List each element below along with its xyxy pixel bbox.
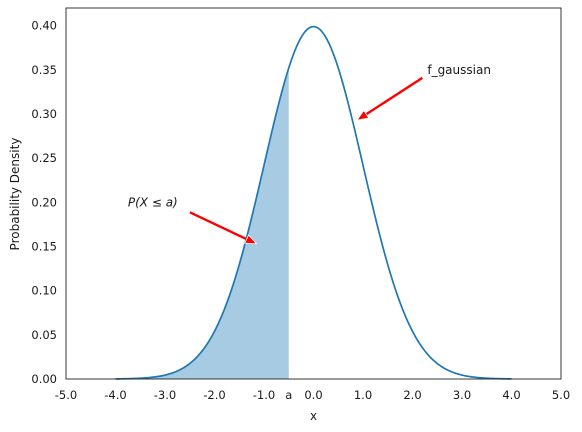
y-axis-label: Probability Density xyxy=(8,138,22,251)
x-tick-label: a xyxy=(285,388,292,402)
y-tick-label: 0.40 xyxy=(31,19,57,33)
plot-area xyxy=(65,7,562,380)
y-tick-label: 0.10 xyxy=(31,284,57,298)
x-tick-label: -3.0 xyxy=(154,388,176,402)
annotation-text: f_gaussian xyxy=(427,63,491,77)
annotation-text: P(X ≤ a) xyxy=(128,195,178,209)
x-tick-label: -1.0 xyxy=(253,388,275,402)
x-tick-label: -2.0 xyxy=(203,388,225,402)
tick-labels: -5.0 -4.0 -3.0 -2.0 -1.0 a 0.0 1.0 2.0 3.0 4.0 5.0 0… xyxy=(31,19,570,402)
x-tick-label: 1.0 xyxy=(354,388,372,402)
shaded-area-cdf xyxy=(115,68,289,379)
y-tick-label: 0.05 xyxy=(31,328,57,342)
annotation-arrow xyxy=(189,211,248,241)
x-tick-label: 2.0 xyxy=(403,388,421,402)
x-tick-label: -5.0 xyxy=(55,388,77,402)
y-tick-label: 0.15 xyxy=(31,240,57,254)
annotations: f_gaussian P(X ≤ a) xyxy=(128,63,491,245)
x-tick-label: -4.0 xyxy=(104,388,126,402)
y-tick-label: 0.00 xyxy=(31,372,57,386)
x-axis-label: x xyxy=(310,409,317,423)
y-tick-label: 0.30 xyxy=(31,107,57,121)
x-tick-label: 3.0 xyxy=(453,388,471,402)
annotation-arrow xyxy=(365,76,424,116)
y-tick-label: 0.20 xyxy=(31,195,57,209)
x-tick-label: 5.0 xyxy=(552,388,570,402)
gaussian-curve xyxy=(115,25,512,380)
x-tick-label: 4.0 xyxy=(502,388,520,402)
annotation-arrow-head xyxy=(356,109,370,121)
y-tick-label: 0.35 xyxy=(31,63,57,77)
y-tick-label: 0.25 xyxy=(31,151,57,165)
annotation-arrow-head xyxy=(244,234,258,245)
x-tick-label: 0.0 xyxy=(304,388,322,402)
plot-frame xyxy=(65,7,562,380)
